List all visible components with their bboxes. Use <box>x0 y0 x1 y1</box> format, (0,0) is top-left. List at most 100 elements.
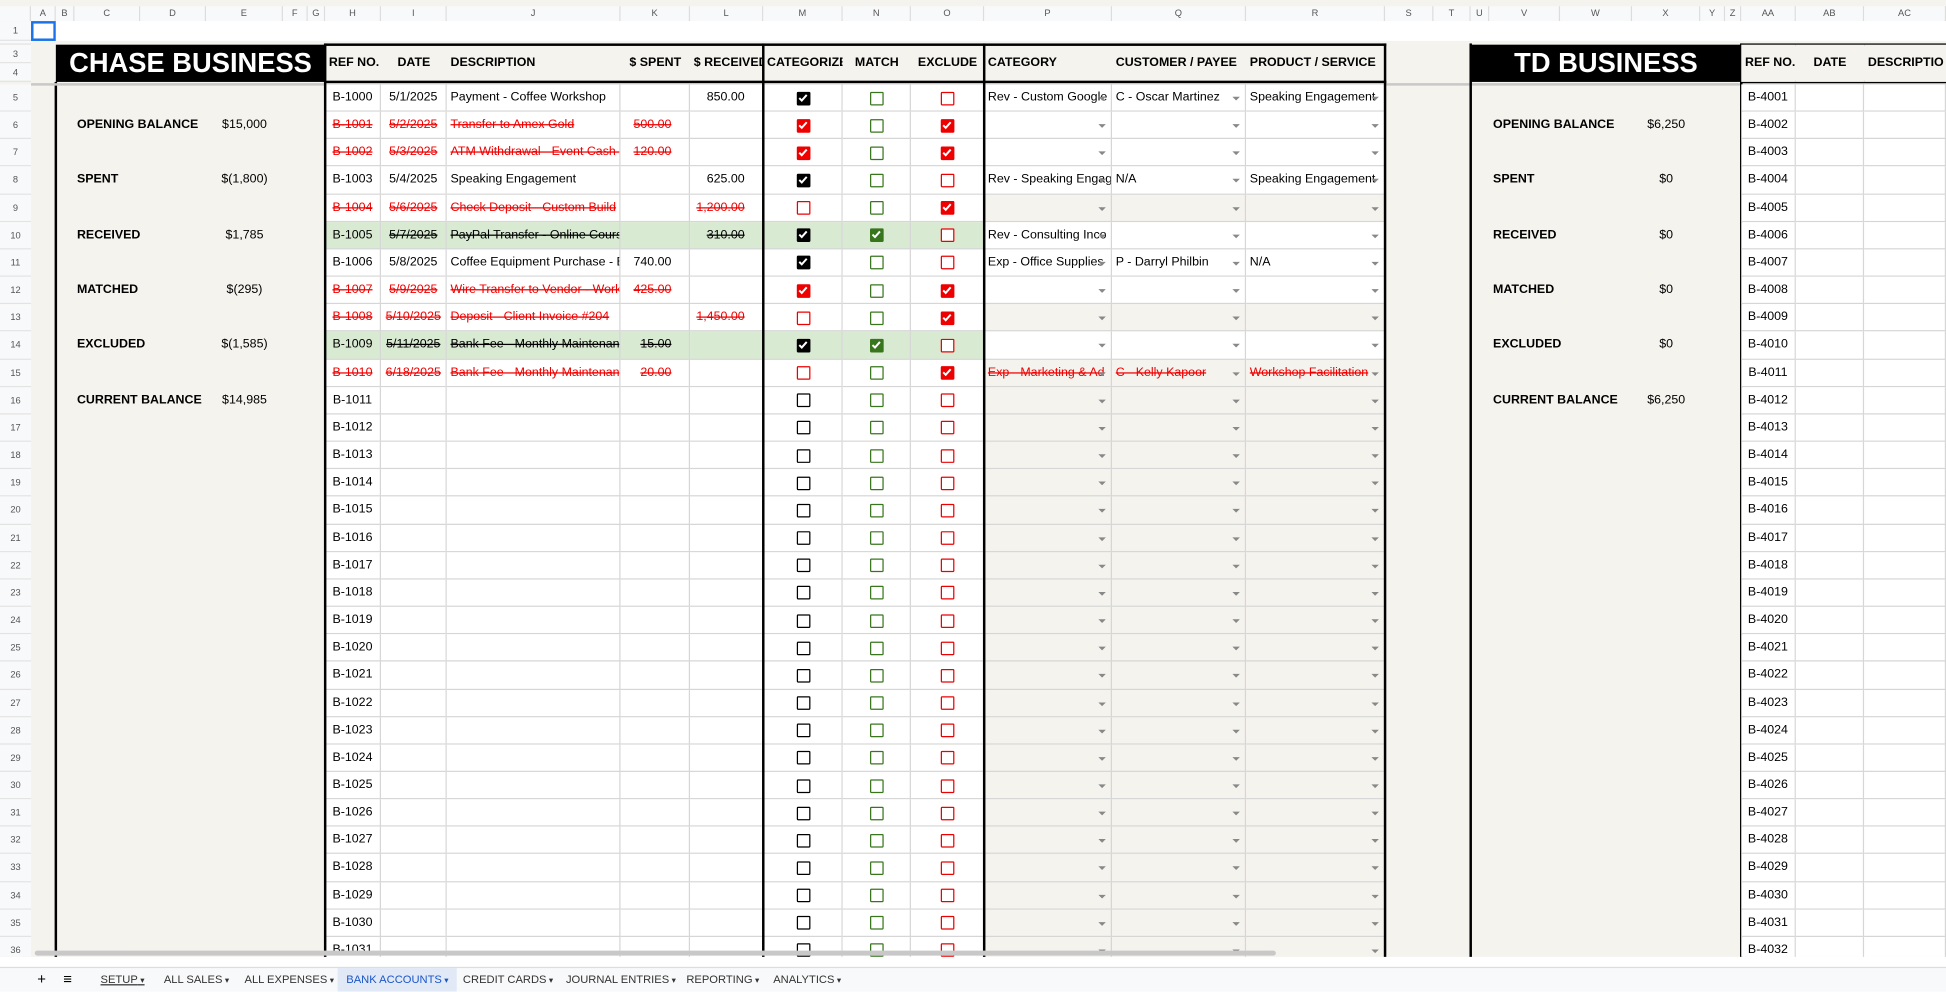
exclude-checkbox[interactable] <box>940 173 955 188</box>
dropdown-cell[interactable] <box>1246 606 1386 635</box>
match-checkbox[interactable] <box>870 861 884 875</box>
categorize-checkbox[interactable] <box>796 751 810 765</box>
match-checkbox[interactable] <box>870 916 884 930</box>
match-checkbox[interactable] <box>870 613 884 628</box>
dropdown-cell[interactable] <box>1246 469 1386 497</box>
dropdown-cell[interactable]: N/A <box>1246 249 1386 277</box>
dropdown-cell[interactable] <box>1112 909 1247 937</box>
match-checkbox[interactable] <box>870 146 884 160</box>
dropdown-cell[interactable] <box>984 304 1113 332</box>
dropdown-cell[interactable] <box>984 496 1113 525</box>
categorize-checkbox[interactable] <box>796 311 810 325</box>
dropdown-cell[interactable] <box>1112 221 1247 250</box>
tab-menu[interactable]: ▾ <box>669 976 676 986</box>
dropdown-cell[interactable] <box>1112 551 1247 580</box>
dropdown-cell[interactable] <box>1112 194 1247 222</box>
categorize-checkbox[interactable] <box>796 201 810 215</box>
dropdown-cell[interactable]: Rev - Custom Google <box>984 84 1113 112</box>
tab-menu[interactable]: ▾ <box>441 976 449 986</box>
exclude-checkbox[interactable] <box>940 558 955 573</box>
dropdown-cell[interactable]: C - Kelly Kapoor <box>1112 359 1247 387</box>
dropdown-cell[interactable] <box>984 716 1113 745</box>
dropdown-cell[interactable] <box>1112 524 1247 552</box>
dropdown-cell[interactable] <box>1246 744 1386 772</box>
exclude-checkbox[interactable] <box>940 118 955 133</box>
exclude-checkbox[interactable] <box>940 503 955 518</box>
sheet-tab[interactable]: ANALYTICS ▾ <box>765 968 850 992</box>
dropdown-cell[interactable] <box>1246 634 1386 662</box>
categorize-checkbox[interactable] <box>796 723 810 738</box>
match-checkbox[interactable] <box>870 338 884 353</box>
dropdown-cell[interactable] <box>1246 579 1386 607</box>
dropdown-cell[interactable] <box>1246 881 1386 910</box>
dropdown-cell[interactable] <box>984 194 1113 222</box>
dropdown-cell[interactable] <box>1112 331 1247 360</box>
dropdown-cell[interactable]: N/A <box>1112 166 1247 195</box>
dropdown-cell[interactable] <box>1112 854 1247 882</box>
match-checkbox[interactable] <box>870 311 884 325</box>
exclude-checkbox[interactable] <box>940 338 955 353</box>
exclude-checkbox[interactable] <box>940 723 955 738</box>
match-checkbox[interactable] <box>870 778 884 793</box>
dropdown-cell[interactable] <box>1246 799 1386 827</box>
sheet-tab[interactable]: JOURNAL ENTRIES ▾ <box>557 968 684 992</box>
dropdown-cell[interactable] <box>1246 221 1386 250</box>
categorize-checkbox[interactable] <box>796 778 810 793</box>
match-checkbox[interactable] <box>870 448 884 463</box>
sheet-tab[interactable]: ALL SALES ▾ <box>155 968 238 992</box>
dropdown-cell[interactable] <box>1112 414 1247 442</box>
exclude-checkbox[interactable] <box>940 751 955 765</box>
match-checkbox[interactable] <box>870 366 884 380</box>
exclude-checkbox[interactable] <box>940 861 955 875</box>
dropdown-cell[interactable] <box>1112 606 1247 635</box>
dropdown-cell[interactable] <box>1112 139 1247 167</box>
exclude-checkbox[interactable] <box>940 916 955 930</box>
categorize-checkbox[interactable] <box>796 916 810 930</box>
dropdown-cell[interactable] <box>1112 441 1247 470</box>
dropdown-cell[interactable] <box>984 909 1113 937</box>
exclude-checkbox[interactable] <box>940 476 955 490</box>
match-checkbox[interactable] <box>870 421 884 435</box>
categorize-checkbox[interactable] <box>796 448 810 463</box>
categorize-checkbox[interactable] <box>796 888 810 903</box>
dropdown-cell[interactable] <box>984 634 1113 662</box>
dropdown-cell[interactable] <box>1246 771 1386 800</box>
dropdown-cell[interactable] <box>984 771 1113 800</box>
categorize-checkbox[interactable] <box>796 421 810 435</box>
dropdown-cell[interactable] <box>1112 469 1247 497</box>
match-checkbox[interactable] <box>870 476 884 490</box>
exclude-checkbox[interactable] <box>940 146 955 160</box>
dropdown-cell[interactable] <box>1112 496 1247 525</box>
match-checkbox[interactable] <box>870 173 884 188</box>
exclude-checkbox[interactable] <box>940 613 955 628</box>
exclude-checkbox[interactable] <box>940 228 955 243</box>
dropdown-cell[interactable] <box>1112 634 1247 662</box>
dropdown-cell[interactable] <box>1246 909 1386 937</box>
dropdown-cell[interactable] <box>984 689 1113 717</box>
match-checkbox[interactable] <box>870 283 884 298</box>
categorize-checkbox[interactable] <box>796 283 810 298</box>
categorize-checkbox[interactable] <box>796 256 810 270</box>
dropdown-cell[interactable] <box>984 661 1113 690</box>
dropdown-cell[interactable]: Speaking Engagement <box>1246 166 1386 195</box>
exclude-checkbox[interactable] <box>940 668 955 683</box>
dropdown-cell[interactable] <box>1112 304 1247 332</box>
exclude-checkbox[interactable] <box>940 91 955 105</box>
exclude-checkbox[interactable] <box>940 393 955 408</box>
categorize-checkbox[interactable] <box>796 861 810 875</box>
categorize-checkbox[interactable] <box>796 806 810 820</box>
match-checkbox[interactable] <box>870 558 884 573</box>
dropdown-cell[interactable] <box>984 111 1113 140</box>
dropdown-cell[interactable] <box>984 606 1113 635</box>
categorize-checkbox[interactable] <box>796 613 810 628</box>
all-sheets[interactable]: ≡ <box>63 970 73 988</box>
dropdown-cell[interactable] <box>1246 524 1386 552</box>
dropdown-cell[interactable] <box>1246 551 1386 580</box>
dropdown-cell[interactable]: Rev - Consulting Inco <box>984 221 1113 250</box>
sheet-tab[interactable]: BANK ACCOUNTS ▾ <box>337 968 458 992</box>
categorize-checkbox[interactable] <box>796 393 810 408</box>
dropdown-cell[interactable] <box>1246 111 1386 140</box>
dropdown-cell[interactable] <box>1112 661 1247 690</box>
categorize-checkbox[interactable] <box>796 173 810 188</box>
dropdown-cell[interactable] <box>1112 826 1247 855</box>
